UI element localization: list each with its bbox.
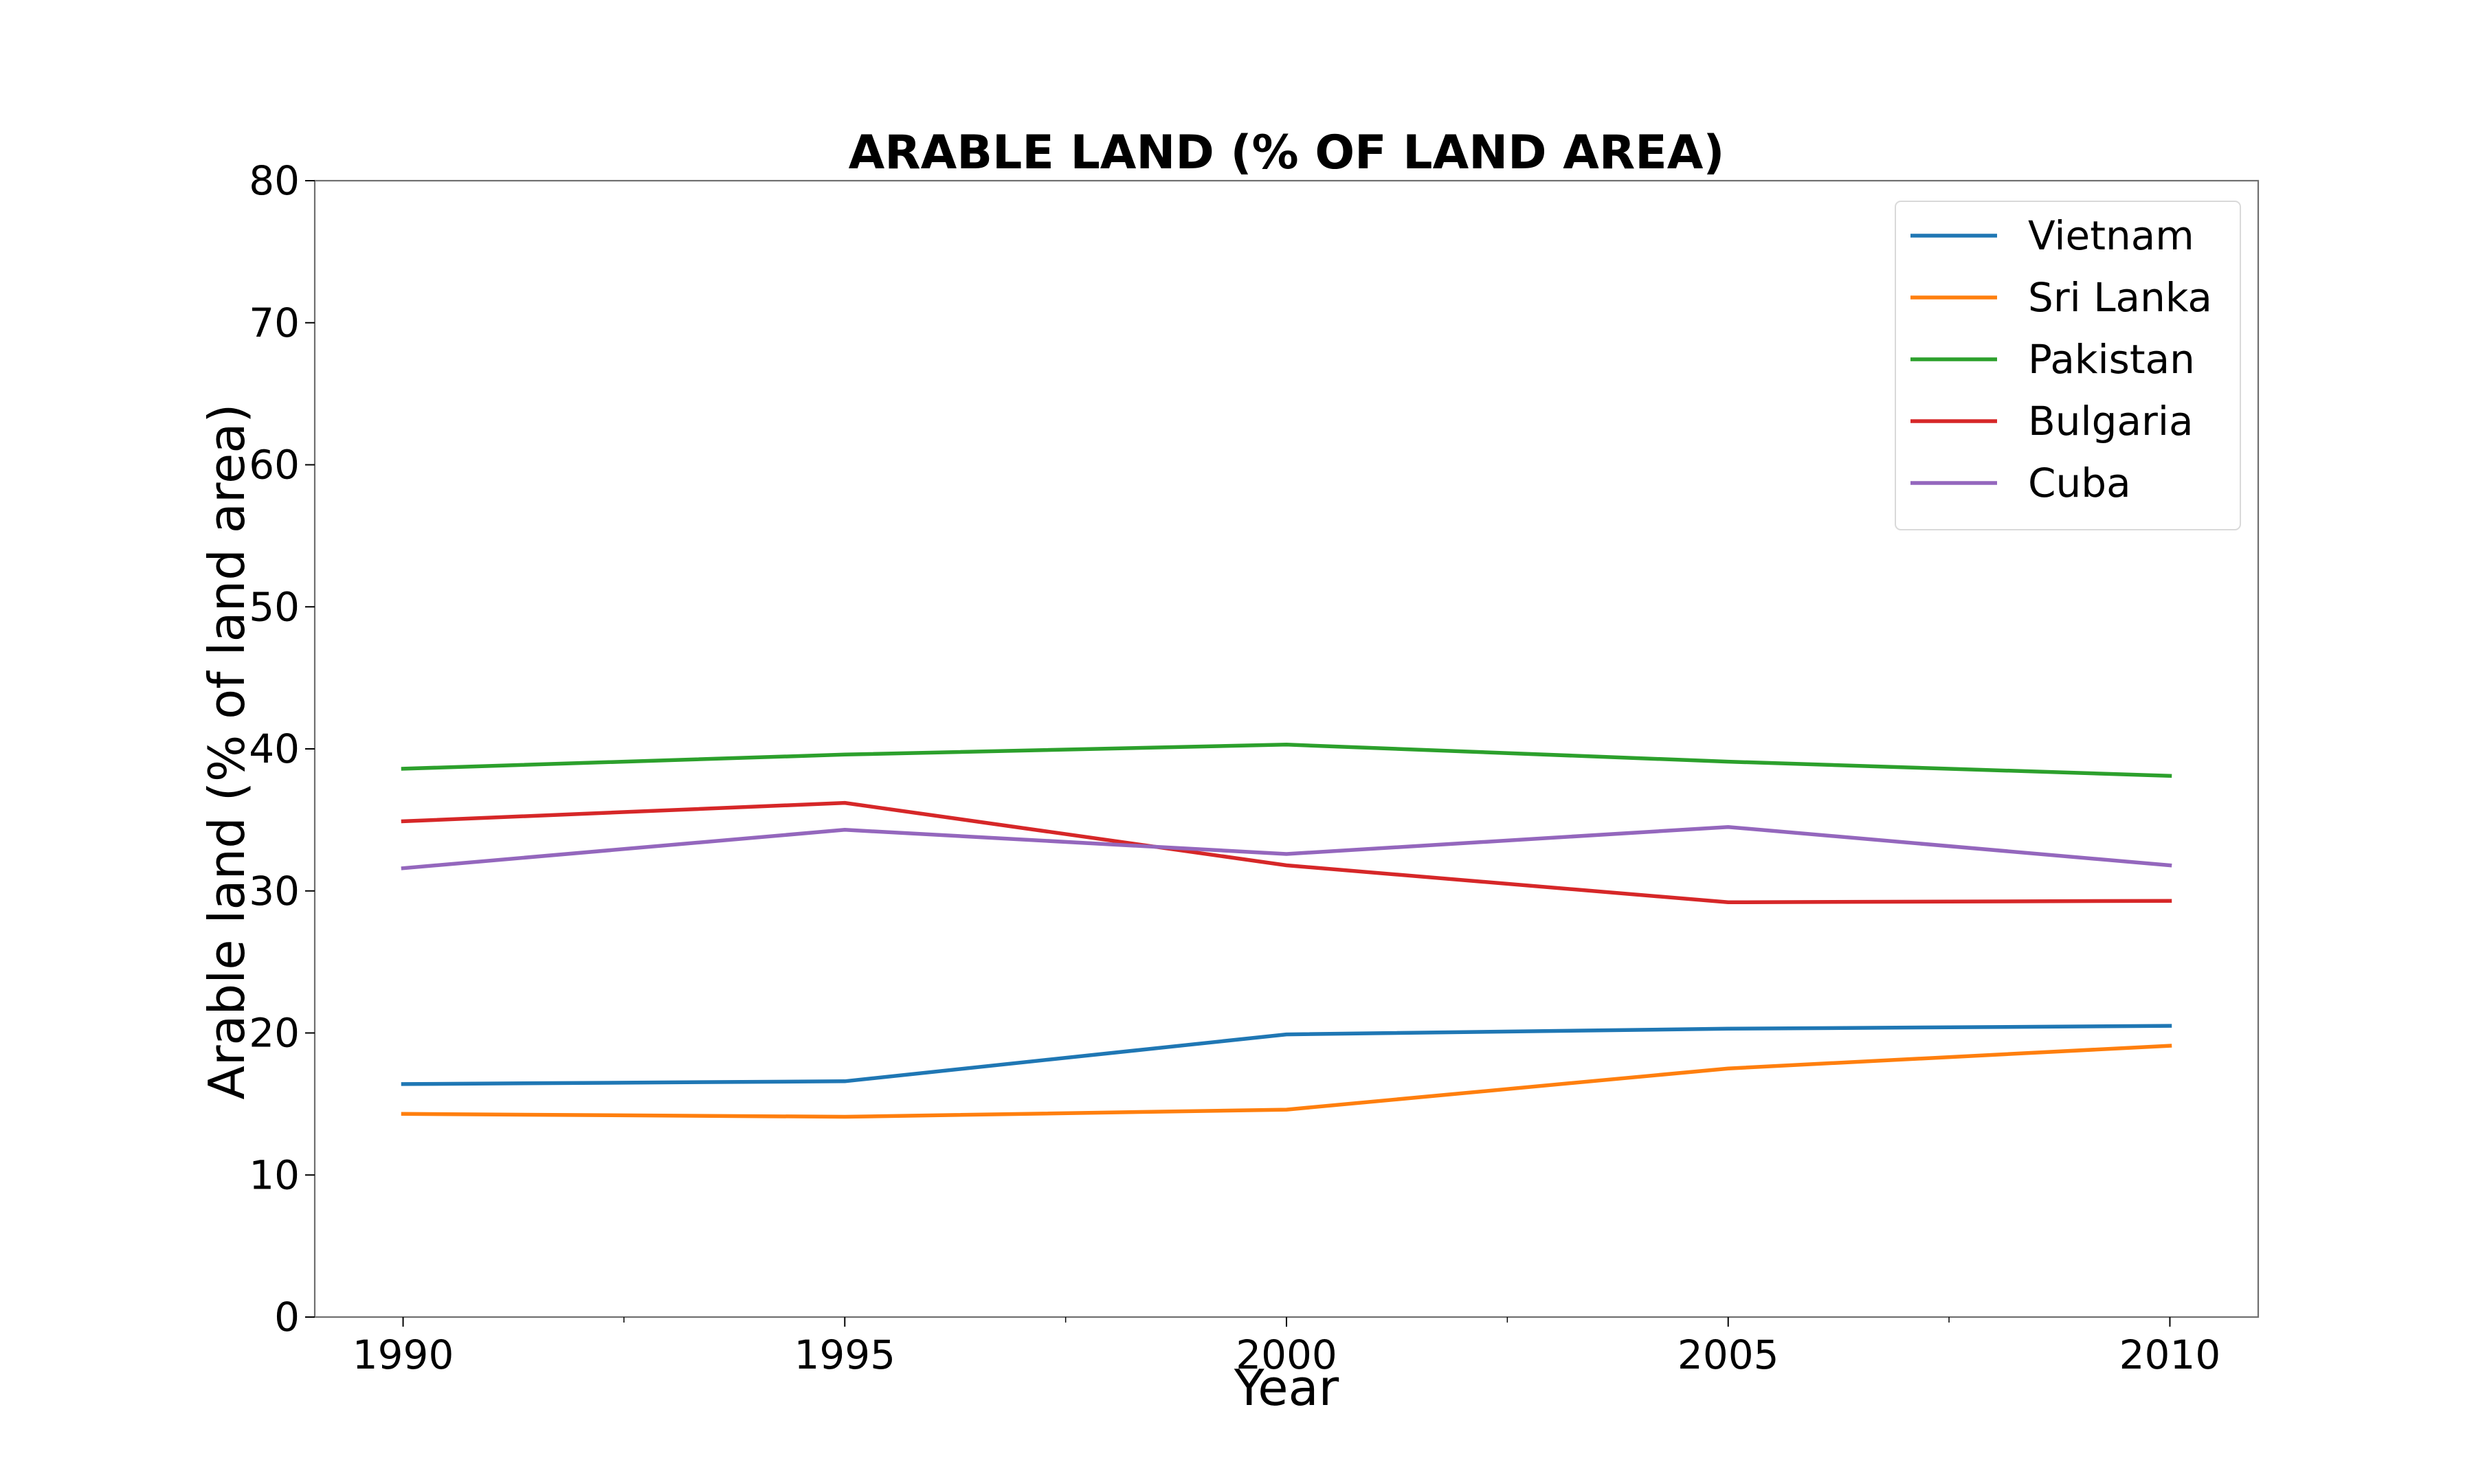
x-tick-label: 1990	[353, 1331, 454, 1378]
series-layer	[401, 743, 2172, 1119]
y-tick-label: 0	[274, 1294, 300, 1340]
x-tick-label: 2005	[1678, 1331, 1779, 1378]
y-tick-label: 20	[249, 1010, 300, 1057]
chart-title: ARABLE LAND (% OF LAND AREA)	[849, 126, 1725, 180]
y-tick-label: 10	[249, 1151, 300, 1198]
legend: Vietnam Sri Lanka Pakistan Bulgaria Cuba	[1895, 201, 2241, 530]
y-axis-label: Arable land (% of land area)	[198, 404, 256, 1100]
series-line-bulgaria	[401, 800, 2172, 905]
x-axis-label: Year	[1234, 1359, 1339, 1417]
y-tick-label: 80	[249, 157, 300, 204]
y-tick-label: 40	[249, 726, 300, 772]
legend-label-pakistan: Pakistan	[2028, 336, 2195, 383]
legend-label-cuba: Cuba	[2028, 460, 2131, 506]
series-line-cuba	[401, 824, 2172, 870]
x-tick-label: 2000	[1236, 1331, 1337, 1378]
series-line-pakistan	[401, 743, 2172, 778]
legend-box	[1895, 201, 2241, 530]
series-line-vietnam	[401, 1024, 2172, 1086]
x-tick-label: 2010	[2119, 1331, 2221, 1378]
y-tick-label: 70	[249, 300, 300, 346]
series-line-sri-lanka	[401, 1044, 2172, 1119]
axes-layer: 1990 1995 2000 2005 2010 0 10 20 30 40 50 60 70 80	[249, 157, 2260, 1378]
legend-label-vietnam: Vietnam	[2028, 212, 2194, 259]
y-tick-label: 50	[249, 583, 300, 630]
y-tick-label: 30	[249, 868, 300, 914]
legend-label-sri-lanka: Sri Lanka	[2028, 274, 2212, 321]
y-tick-label: 60	[249, 442, 300, 488]
x-tick-label: 1995	[794, 1331, 895, 1378]
legend-label-bulgaria: Bulgaria	[2028, 398, 2194, 445]
